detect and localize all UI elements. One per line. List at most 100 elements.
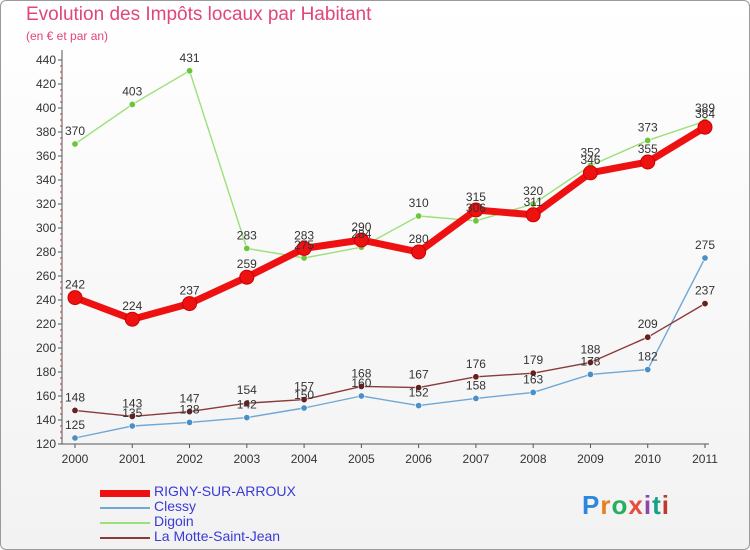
data-label-rigny-sur-arroux: 224 <box>122 299 142 313</box>
data-point-rigny-sur-arroux <box>239 269 255 285</box>
legend-label: RIGNY-SUR-ARROUX <box>154 483 296 499</box>
y-tick-label: 220 <box>36 317 56 331</box>
data-point-la-motte-saint-jean <box>415 384 423 392</box>
y-tick-label: 240 <box>36 293 56 307</box>
y-tick-label: 380 <box>36 125 56 139</box>
data-point-rigny-sur-arroux <box>582 165 598 181</box>
data-label-la-motte-saint-jean: 154 <box>237 383 257 397</box>
data-label-rigny-sur-arroux: 283 <box>294 228 314 242</box>
data-label-la-motte-saint-jean: 237 <box>695 284 715 298</box>
data-point-clessy <box>243 414 251 422</box>
data-label-clessy: 163 <box>523 372 543 386</box>
data-label-la-motte-saint-jean: 167 <box>409 368 429 382</box>
data-label-digoin: 431 <box>180 51 200 65</box>
data-label-digoin: 283 <box>237 228 257 242</box>
data-point-digoin <box>128 100 136 108</box>
data-label-la-motte-saint-jean: 143 <box>122 396 142 410</box>
series-line-la-motte-saint-jean <box>74 302 706 418</box>
data-label-digoin: 275 <box>294 238 314 252</box>
chart-title: Evolution des Impôts locaux par Habitant <box>26 4 372 25</box>
data-point-clessy <box>644 366 652 374</box>
data-label-la-motte-saint-jean: 209 <box>638 317 658 331</box>
data-label-clessy: 125 <box>65 418 85 432</box>
data-label-rigny-sur-arroux: 311 <box>524 195 543 209</box>
proxiti-logo: Proxiti <box>582 490 670 520</box>
legend-swatch <box>100 489 150 497</box>
data-label-la-motte-saint-jean: 168 <box>351 366 371 380</box>
data-label-rigny-sur-arroux: 346 <box>580 153 600 167</box>
data-label-rigny-sur-arroux: 355 <box>638 142 658 156</box>
data-point-clessy <box>415 402 423 410</box>
data-point-clessy <box>300 404 308 412</box>
data-label-clessy: 160 <box>351 376 371 390</box>
y-tick-label: 200 <box>36 341 56 355</box>
x-tick-label: 2011 <box>692 452 718 466</box>
data-label-clessy: 182 <box>638 350 658 364</box>
legend-swatch <box>100 537 150 539</box>
y-tick-label: 440 <box>36 53 56 67</box>
data-point-clessy <box>357 392 365 400</box>
data-point-digoin <box>243 244 251 252</box>
data-label-rigny-sur-arroux: 280 <box>409 232 429 246</box>
x-tick-label: 2010 <box>634 452 661 466</box>
x-tick-label: 2003 <box>233 452 260 466</box>
legend-label: La Motte-Saint-Jean <box>154 528 281 544</box>
y-tick-label: 340 <box>36 173 56 187</box>
data-label-rigny-sur-arroux: 290 <box>351 220 371 234</box>
data-label-digoin: 320 <box>523 184 543 198</box>
data-point-clessy <box>529 388 537 396</box>
x-tick-label: 2004 <box>291 452 318 466</box>
data-label-la-motte-saint-jean: 147 <box>180 392 200 406</box>
data-point-rigny-sur-arroux <box>353 232 369 248</box>
y-tick-label: 420 <box>36 77 56 91</box>
chart-subtitle: (en € et par an) <box>26 29 109 43</box>
data-point-digoin <box>472 217 480 225</box>
legend-label: Clessy <box>154 498 197 514</box>
y-tick-label: 120 <box>36 437 56 451</box>
x-tick-label: 2001 <box>119 452 146 466</box>
data-label-clessy: 178 <box>580 354 600 368</box>
legend-swatch <box>100 522 150 524</box>
x-tick-label: 2008 <box>520 452 547 466</box>
series-line-digoin <box>74 70 706 259</box>
data-label-rigny-sur-arroux: 259 <box>237 257 257 271</box>
data-label-digoin: 370 <box>65 124 85 138</box>
data-label-digoin: 403 <box>122 84 142 98</box>
data-point-rigny-sur-arroux <box>182 296 198 312</box>
data-point-la-motte-saint-jean <box>472 373 480 381</box>
y-tick-label: 320 <box>36 197 56 211</box>
data-label-digoin: 310 <box>409 196 429 210</box>
data-point-clessy <box>586 370 594 378</box>
data-point-la-motte-saint-jean <box>243 399 251 407</box>
data-point-clessy <box>701 254 709 262</box>
x-tick-label: 2006 <box>405 452 432 466</box>
data-label-clessy: 158 <box>466 378 486 392</box>
y-tick-label: 140 <box>36 413 56 427</box>
data-point-la-motte-saint-jean <box>71 406 79 414</box>
data-point-clessy <box>128 422 136 430</box>
data-point-digoin <box>415 212 423 220</box>
data-label-la-motte-saint-jean: 157 <box>294 380 314 394</box>
legend-label: Digoin <box>154 513 194 529</box>
data-point-digoin <box>71 140 79 148</box>
data-label-la-motte-saint-jean: 179 <box>523 353 543 367</box>
data-label-clessy: 152 <box>409 386 429 400</box>
data-label-rigny-sur-arroux: 242 <box>65 278 85 292</box>
data-point-la-motte-saint-jean <box>186 408 194 416</box>
data-label-rigny-sur-arroux: 315 <box>466 190 486 204</box>
data-point-rigny-sur-arroux <box>697 119 713 135</box>
data-label-rigny-sur-arroux: 384 <box>695 107 715 121</box>
data-point-la-motte-saint-jean <box>701 300 709 308</box>
data-label-clessy: 150 <box>294 388 314 402</box>
data-label-digoin: 284 <box>351 227 371 241</box>
y-tick-label: 400 <box>36 101 56 115</box>
data-point-rigny-sur-arroux <box>67 290 83 306</box>
data-point-rigny-sur-arroux <box>124 311 140 327</box>
x-tick-label: 2000 <box>62 452 89 466</box>
y-tick-label: 360 <box>36 149 56 163</box>
data-point-la-motte-saint-jean <box>128 412 136 420</box>
y-tick-label: 160 <box>36 389 56 403</box>
data-label-la-motte-saint-jean: 176 <box>466 357 486 371</box>
x-tick-label: 2007 <box>463 452 490 466</box>
x-tick-label: 2002 <box>176 452 203 466</box>
